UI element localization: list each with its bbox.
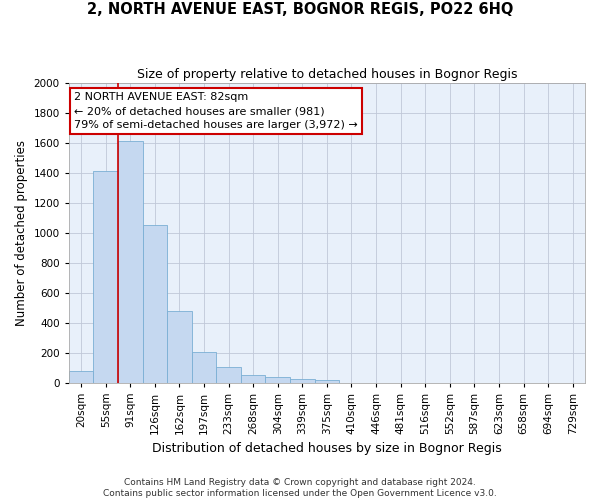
X-axis label: Distribution of detached houses by size in Bognor Regis: Distribution of detached houses by size … <box>152 442 502 455</box>
Bar <box>94 170 118 382</box>
Bar <box>192 352 217 382</box>
Bar <box>167 310 192 382</box>
Bar <box>69 370 94 382</box>
Text: 2 NORTH AVENUE EAST: 82sqm
← 20% of detached houses are smaller (981)
79% of sem: 2 NORTH AVENUE EAST: 82sqm ← 20% of deta… <box>74 92 358 130</box>
Text: 2, NORTH AVENUE EAST, BOGNOR REGIS, PO22 6HQ: 2, NORTH AVENUE EAST, BOGNOR REGIS, PO22… <box>87 2 513 18</box>
Bar <box>241 376 265 382</box>
Bar <box>314 380 339 382</box>
Text: Contains HM Land Registry data © Crown copyright and database right 2024.
Contai: Contains HM Land Registry data © Crown c… <box>103 478 497 498</box>
Title: Size of property relative to detached houses in Bognor Regis: Size of property relative to detached ho… <box>137 68 517 80</box>
Bar <box>118 140 143 382</box>
Bar <box>217 367 241 382</box>
Bar <box>143 226 167 382</box>
Bar <box>290 379 314 382</box>
Bar <box>265 378 290 382</box>
Y-axis label: Number of detached properties: Number of detached properties <box>15 140 28 326</box>
